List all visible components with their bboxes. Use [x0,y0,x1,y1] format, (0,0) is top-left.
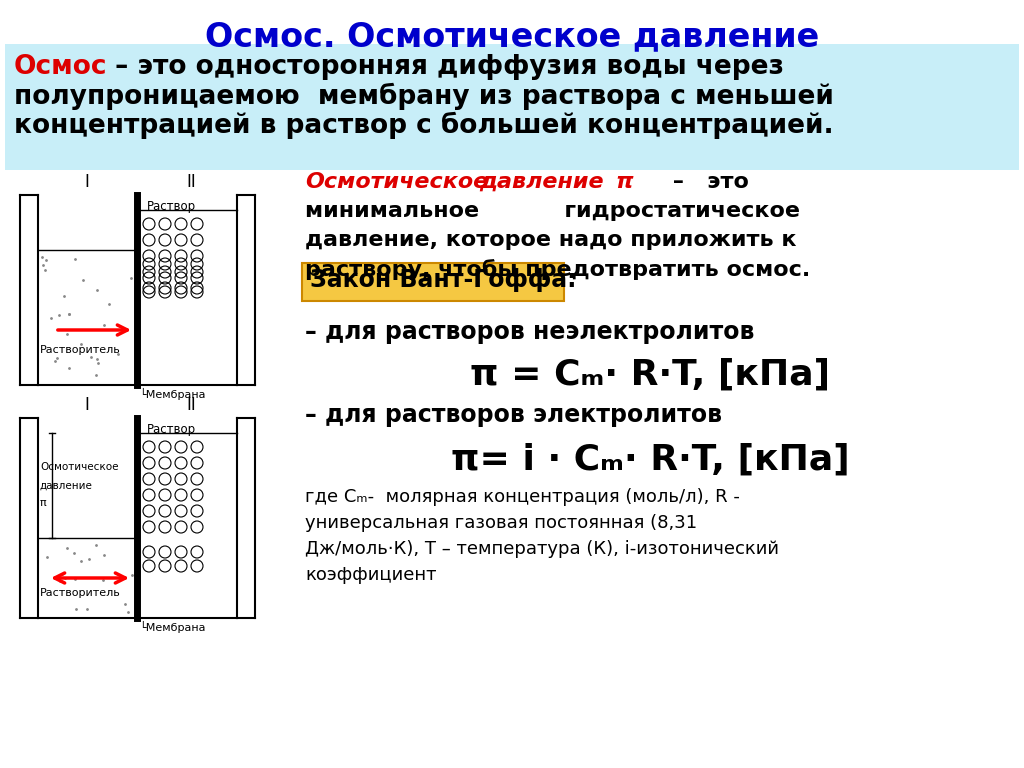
Text: Раствор: Раствор [147,200,197,213]
Text: универсальная газовая постоянная (8,31: универсальная газовая постоянная (8,31 [305,514,697,532]
FancyBboxPatch shape [5,44,1019,170]
Text: – для растворов электролитов: – для растворов электролитов [305,403,722,427]
Text: └Мембрана: └Мембрана [139,621,206,633]
Text: Осмос: Осмос [14,54,108,80]
Text: II: II [186,173,196,191]
Text: раствору, чтобы предотвратить осмос.: раствору, чтобы предотвратить осмос. [305,259,810,280]
Text: коэффициент: коэффициент [305,566,436,584]
Text: Раствор: Раствор [147,423,197,436]
Text: I: I [85,173,89,191]
Text: давление, которое надо приложить к: давление, которое надо приложить к [305,230,797,250]
Text: давление: давление [40,481,93,491]
Text: Растворитель: Растворитель [40,345,121,355]
Text: I: I [85,396,89,414]
Text: Дж/моль·К), T – температура (К), i-изотонический: Дж/моль·К), T – температура (К), i-изото… [305,540,779,558]
Text: –   это: – это [665,172,749,192]
Text: давление: давление [479,172,603,192]
Text: полупроницаемою  мембрану из раствора с меньшей: полупроницаемою мембрану из раствора с м… [14,83,834,111]
Text: Осмотическое: Осмотическое [40,462,119,472]
Text: π= i · Cₘ· R·T, [кПа]: π= i · Cₘ· R·T, [кПа] [451,443,849,477]
Text: минимальное           гидростатическое: минимальное гидростатическое [305,201,800,221]
Text: └Мембрана: └Мембрана [139,388,206,400]
Text: Растворитель: Растворитель [40,588,121,598]
Text: II: II [186,396,196,414]
Text: π: π [40,498,47,508]
Text: Закон Вант-Гоффа:: Закон Вант-Гоффа: [310,268,577,292]
FancyBboxPatch shape [302,263,564,301]
Text: Осмотическое: Осмотическое [305,172,488,192]
Text: π = Cₘ· R·T, [кПа]: π = Cₘ· R·T, [кПа] [470,358,830,392]
Text: π: π [615,172,633,192]
Text: – это односторонняя диффузия воды через: – это односторонняя диффузия воды через [106,54,784,80]
Text: где Cₘ-  молярная концентрация (моль/л), R -: где Cₘ- молярная концентрация (моль/л), … [305,488,740,506]
Text: Осмос. Осмотическое давление: Осмос. Осмотическое давление [205,20,819,53]
Text: концентрацией в раствор с большей концентрацией.: концентрацией в раствор с большей концен… [14,112,834,139]
Text: – для растворов неэлектролитов: – для растворов неэлектролитов [305,320,755,344]
